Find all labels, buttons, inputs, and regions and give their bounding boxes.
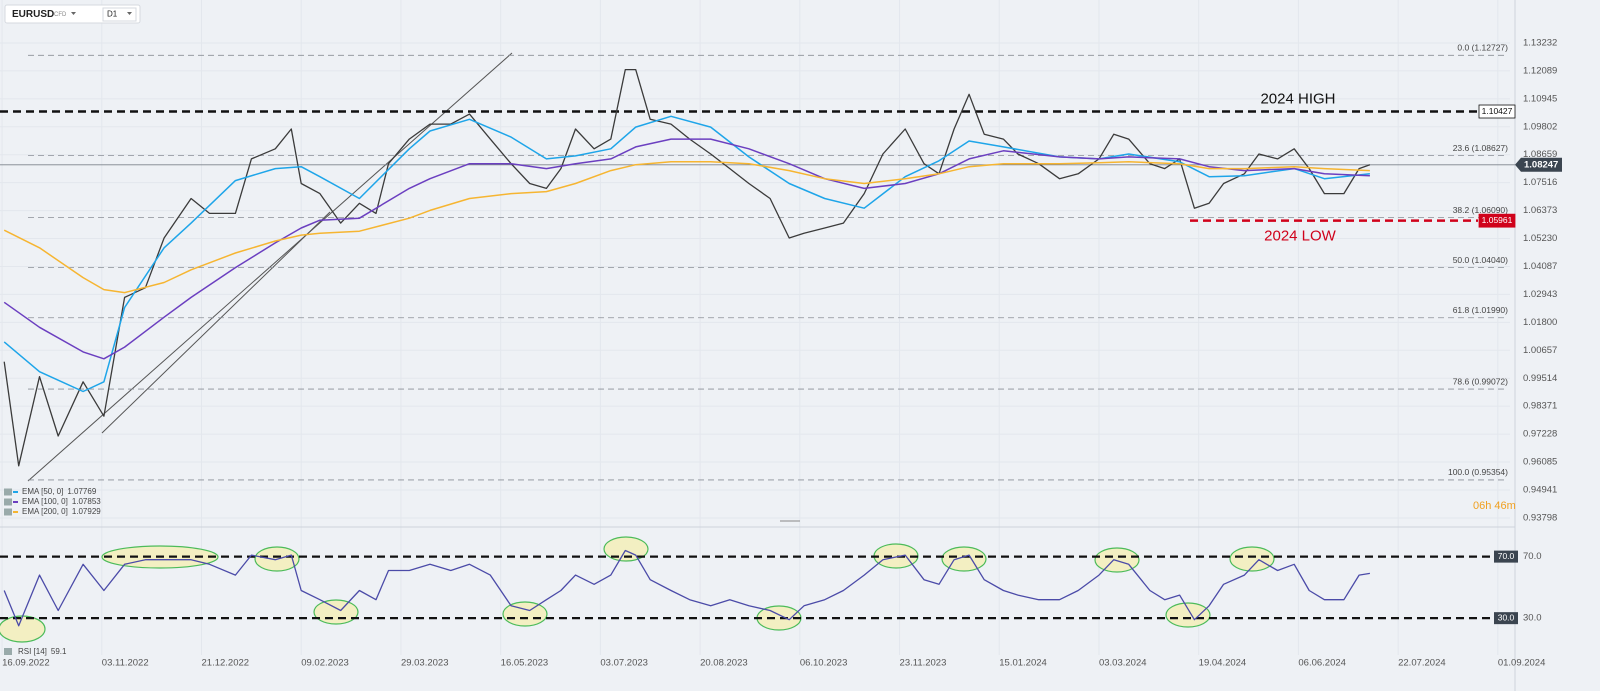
level-annotation: 2024 LOW: [1264, 228, 1337, 245]
legend-name: EMA [100, 0]: [22, 497, 68, 506]
fib-label: 23.6 (1.08627): [1453, 143, 1508, 153]
current-price-label: 1.08247: [1524, 159, 1558, 170]
y-tick-label: 1.05230: [1523, 233, 1557, 244]
legend-name: EMA [200, 0]: [22, 507, 68, 516]
highlight: [313, 599, 359, 625]
series-line: [3, 161, 1370, 294]
x-tick-label: 01.09.2024: [1498, 658, 1546, 669]
rsi-level-tag: [1494, 550, 1518, 563]
y-tick-label: 30.0: [1523, 613, 1542, 624]
x-tick-label: 03.07.2023: [600, 658, 648, 669]
fib-label: 0.0 (1.12727): [1457, 43, 1508, 53]
level-tag-label: 1.10427: [1482, 106, 1513, 116]
legend-entry: EMA [50, 0] 1.07769: [22, 487, 97, 496]
highlight: [0, 615, 46, 643]
x-tick-label: 29.03.2023: [401, 658, 449, 669]
indicator-name: RSI [14]: [18, 647, 47, 656]
series-line: [3, 115, 1370, 393]
legend-icon: [4, 648, 12, 655]
x-tick-label: 06.06.2024: [1298, 658, 1346, 669]
instrument: CFD: [54, 12, 67, 18]
highlight: [502, 601, 548, 627]
y-tick-label: 1.07516: [1523, 177, 1557, 188]
x-tick-label: 16.09.2022: [2, 658, 50, 669]
legend-value: 1.07853: [72, 497, 101, 506]
y-tick-label: 1.04087: [1523, 261, 1557, 272]
legend-entry: EMA [200, 0] 1.07929: [22, 507, 101, 516]
dropdown-icon[interactable]: [127, 12, 132, 15]
marks: 16.09.2022 03.11.2022 21.12.2022 09.02.2023…: [0, 37, 1562, 669]
price-tag: [1515, 157, 1562, 172]
fib-label: 100.0 (0.95354): [1448, 467, 1508, 477]
legend-icon: [4, 498, 12, 506]
y-tick-label: 1.08659: [1523, 149, 1557, 160]
level-tag-label: 1.05961: [1482, 215, 1513, 225]
y-tick-label: 70.0: [1523, 551, 1542, 562]
rsi-legend: RSI [14] 59.1: [18, 647, 67, 656]
x-tick-label: 23.11.2023: [900, 658, 947, 669]
trend-line: [101, 211, 331, 434]
fib-label: 38.2 (1.06090): [1453, 205, 1508, 215]
y-tick-label: 0.94941: [1523, 485, 1557, 496]
y-tick-label: 1.06373: [1523, 205, 1557, 216]
fib-label: 61.8 (1.01990): [1453, 305, 1508, 315]
highlight: [1094, 547, 1140, 573]
rsi-level-tag: [1494, 612, 1518, 625]
x-tick-label: 06.10.2023: [800, 658, 848, 669]
grid: [0, 0, 1510, 655]
timer: 06h 46m: [1473, 500, 1516, 512]
legend-icon: [4, 488, 12, 496]
fib-label: 50.0 (1.04040): [1453, 255, 1508, 265]
series-line: [3, 68, 1371, 467]
y-tick-label: 1.00657: [1523, 345, 1557, 356]
series-line: [3, 549, 1371, 627]
x-tick-label: 21.12.2022: [202, 658, 250, 669]
legend-value: 1.07929: [72, 507, 101, 516]
level-annotation: 2024 HIGH: [1260, 90, 1335, 107]
x-tick-label: 03.03.2024: [1099, 658, 1147, 669]
y-tick-label: 0.98371: [1523, 401, 1557, 412]
level-tag: [1478, 213, 1516, 228]
highlight: [1229, 546, 1275, 572]
y-tick-label: 1.09802: [1523, 121, 1557, 132]
y-tick-label: 1.10945: [1523, 93, 1557, 104]
level-tag: [1478, 104, 1516, 119]
x-tick-label: 16.05.2023: [501, 658, 549, 669]
symbol[interactable]: EURUSD: [12, 9, 54, 20]
highlight: [1165, 602, 1211, 628]
y-tick-label: 1.13232: [1523, 37, 1557, 48]
y-tick-label: 1.12089: [1523, 65, 1557, 76]
interval[interactable]: D1: [107, 10, 118, 19]
y-tick-label: 1.01800: [1523, 317, 1557, 328]
fib-label: 78.6 (0.99072): [1453, 376, 1508, 386]
highlight: [941, 546, 987, 572]
y-tick-label: 0.99514: [1523, 373, 1557, 384]
y-tick-label: 0.96085: [1523, 457, 1557, 468]
legend-value: 1.07769: [67, 487, 96, 496]
y-tick-label: 1.02943: [1523, 289, 1557, 300]
dropdown-icon[interactable]: [71, 12, 76, 15]
rsi-level-tag-label: 30.0: [1498, 612, 1515, 622]
rsi-level-tag-label: 70.0: [1498, 551, 1515, 561]
highlight: [603, 536, 649, 562]
x-tick-label: 20.08.2023: [700, 658, 748, 669]
interval-select[interactable]: [102, 7, 137, 22]
legend-icon: [4, 508, 12, 516]
series-line: [3, 138, 1370, 360]
y-tick-label: 0.97228: [1523, 429, 1557, 440]
indicator-value: 59.1: [51, 647, 67, 656]
x-tick-label: 03.11.2022: [102, 658, 149, 669]
legend-name: EMA [50, 0]: [22, 487, 63, 496]
x-tick-label: 15.01.2024: [999, 658, 1047, 669]
x-tick-label: 22.07.2024: [1398, 658, 1446, 669]
x-tick-label: 19.04.2024: [1199, 658, 1247, 669]
legend-entry: EMA [100, 0] 1.07853: [22, 497, 101, 506]
x-tick-label: 09.02.2023: [301, 658, 349, 669]
y-tick-label: 0.93798: [1523, 512, 1557, 523]
